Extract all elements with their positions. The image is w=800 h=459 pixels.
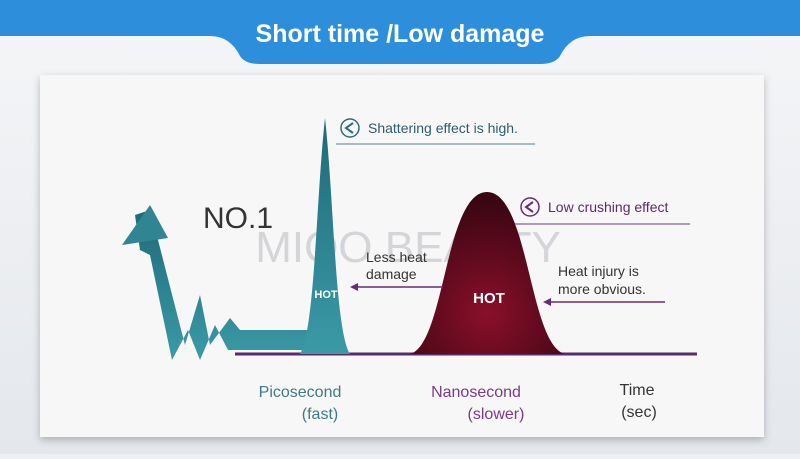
pico-heat: Less heat damage [366, 249, 427, 282]
pico-label: Picosecond (fast) [259, 384, 342, 423]
header-banner [0, 0, 800, 64]
pico-effect: Shattering effect is high. [368, 120, 518, 136]
pico-icon-arrow [344, 122, 354, 134]
nano-icon [520, 197, 540, 217]
nano-icon-arrow [524, 201, 534, 213]
badge: NO.1 [203, 202, 273, 235]
pico-hot: HOT [314, 289, 338, 301]
nano-peak [410, 192, 565, 354]
pico-peak [300, 118, 350, 354]
arrow-head [122, 205, 168, 245]
nano-heat-arrowhead [543, 298, 551, 306]
nano-heat: Heat injury is more obvious. [558, 263, 646, 297]
nano-hot: HOT [473, 290, 505, 307]
pico-icon [340, 118, 360, 138]
nano-label: Nanosecond (slower) [431, 384, 524, 423]
header-title: Short time /Low damage [256, 20, 545, 48]
zigzag-arrow [135, 210, 310, 360]
time-label: Time (sec) [620, 382, 657, 421]
pico-heat-arrowhead [350, 283, 358, 291]
nano-effect: Low crushing effect [548, 199, 668, 215]
